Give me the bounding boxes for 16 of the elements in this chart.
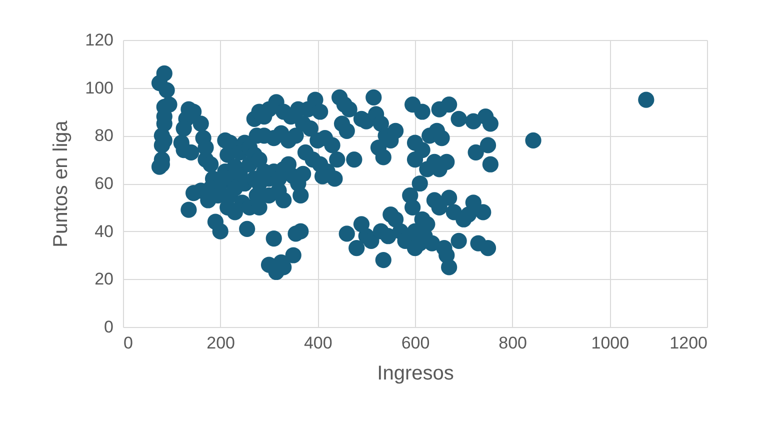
y-axis-title: Puntos en liga: [50, 120, 72, 248]
x-axis-title: Ingresos: [377, 362, 454, 384]
x-tick-label: 0: [124, 334, 133, 352]
y-tick-label: 20: [94, 270, 114, 289]
x-tick-label: 200: [206, 334, 236, 352]
y-tick-label: 80: [94, 126, 114, 146]
y-tick-label: 100: [85, 78, 114, 98]
x-tick-label: 600: [401, 334, 430, 352]
y-tick-label: 40: [94, 222, 114, 241]
x-tick-label: 400: [304, 334, 332, 352]
y-tick-label: 120: [85, 30, 114, 50]
y-tick-label: 60: [94, 174, 114, 193]
x-tick-label: 1000: [591, 334, 630, 352]
y-tick-label: 0: [104, 318, 114, 336]
x-tick-label: 1200: [670, 334, 708, 352]
x-tick-label: 800: [498, 334, 528, 352]
